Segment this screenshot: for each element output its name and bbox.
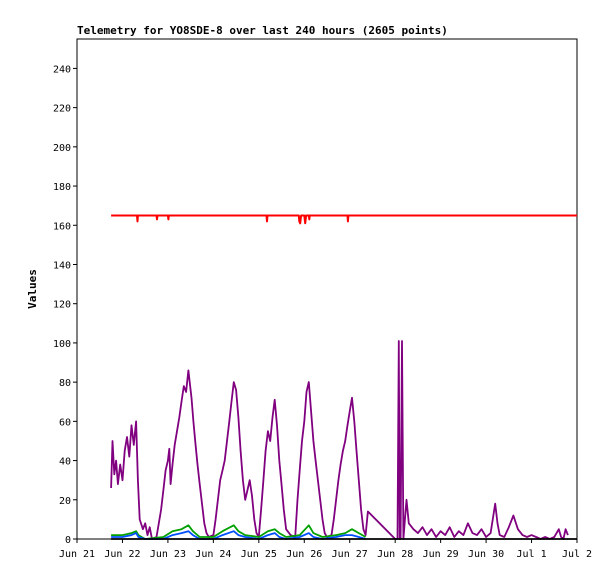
y-axis-label: Values bbox=[26, 269, 39, 309]
x-tick-label: Jun 22 bbox=[104, 549, 140, 560]
x-tick-label: Jun 21 bbox=[59, 549, 95, 560]
plot-area-frame bbox=[76, 38, 578, 540]
y-axis: 0 20 40 60 80 100 120 140 160 180 200 220 240 bbox=[53, 64, 77, 546]
x-tick-label: Jul 1 bbox=[516, 549, 546, 560]
y-tick-label: 140 bbox=[53, 260, 71, 271]
x-tick-label: Jun 26 bbox=[286, 549, 322, 560]
x-tick-label: Jun 28 bbox=[377, 549, 413, 560]
y-tick-label: 200 bbox=[53, 143, 71, 154]
chart-title: Telemetry for YO8SDE-8 over last 240 hou… bbox=[77, 24, 448, 37]
x-axis: Jun 21 Jun 22 Jun 23 Jun 24 Jun 25 Jun 26 Jun … bbox=[59, 539, 592, 560]
series-line-0 bbox=[111, 214, 577, 225]
y-tick-label: 100 bbox=[53, 339, 71, 350]
y-tick-label: 60 bbox=[59, 417, 71, 428]
x-tick-label: Jun 23 bbox=[150, 549, 186, 560]
x-tick-label: Jun 25 bbox=[241, 549, 277, 560]
x-tick-label: Jun 24 bbox=[195, 549, 231, 560]
series-line-1 bbox=[110, 340, 569, 540]
y-tick-label: 20 bbox=[59, 496, 71, 507]
y-tick-label: 0 bbox=[65, 535, 71, 546]
y-tick-label: 240 bbox=[53, 64, 71, 75]
series-layer bbox=[110, 214, 577, 540]
x-tick-label: Jun 30 bbox=[468, 549, 504, 560]
y-tick-label: 80 bbox=[59, 378, 71, 389]
y-tick-label: 160 bbox=[53, 221, 71, 232]
x-tick-label: Jun 27 bbox=[332, 549, 368, 560]
y-tick-label: 120 bbox=[53, 300, 71, 311]
x-tick-label: Jun 29 bbox=[423, 549, 459, 560]
y-tick-label: 180 bbox=[53, 182, 71, 193]
y-tick-label: 40 bbox=[59, 457, 71, 468]
y-tick-label: 220 bbox=[53, 104, 71, 115]
x-tick-label: Jul 2 bbox=[562, 549, 592, 560]
